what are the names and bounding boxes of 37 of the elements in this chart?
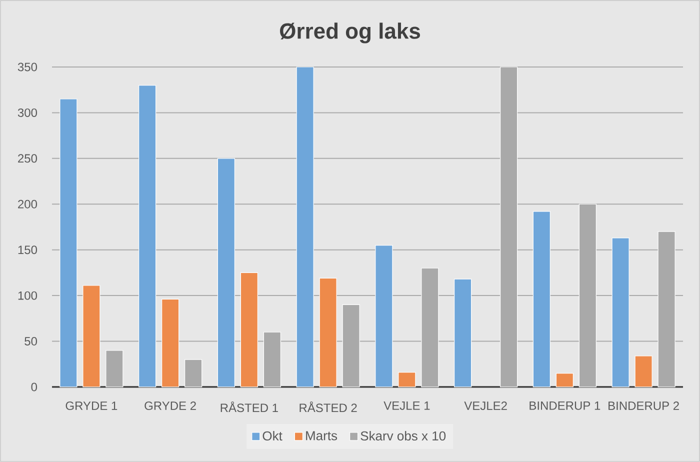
y-tick-label: 150 (18, 246, 38, 254)
bar (162, 298, 180, 388)
bar (106, 350, 124, 388)
legend-label: Skarv obs x 10 (360, 430, 446, 441)
bar (532, 211, 550, 388)
bar (556, 372, 574, 388)
bar (296, 66, 314, 388)
bar (60, 98, 78, 388)
y-tick-label: 200 (18, 200, 38, 208)
bar (319, 278, 337, 388)
bar (612, 238, 630, 388)
x-tick-label: BINDERUP 2 (608, 402, 679, 410)
y-tick-label: 250 (18, 154, 38, 163)
y-tick-label: 100 (18, 291, 38, 300)
x-tick-label: VEJLE 1 (384, 402, 430, 410)
bar (138, 84, 156, 388)
legend-label: Okt (262, 430, 282, 441)
x-tick-label: RÅSTED 2 (300, 402, 357, 412)
y-tick-label: 350 (18, 62, 38, 72)
bar (82, 285, 100, 388)
bar (184, 359, 202, 388)
chart-title: Ørred og laks (280, 22, 420, 44)
x-tick-label: GRYDE 2 (144, 402, 196, 410)
x-tick-label: BINDERUP 1 (530, 402, 600, 410)
y-tick-label: 300 (18, 108, 38, 117)
bar (217, 158, 235, 388)
bar (375, 244, 393, 388)
bar (634, 356, 652, 388)
bar (454, 278, 472, 388)
y-tick-label: 50 (24, 337, 38, 346)
bar (398, 372, 416, 388)
x-tick-label: VEJLE2 (464, 402, 507, 410)
y-tick-label: 0 (31, 382, 38, 392)
legend-label: Marts (306, 431, 338, 440)
x-tick-label: GRYDE 1 (66, 402, 118, 410)
x-tick-label: RÅSTED 1 (220, 402, 278, 412)
bar (240, 272, 258, 388)
